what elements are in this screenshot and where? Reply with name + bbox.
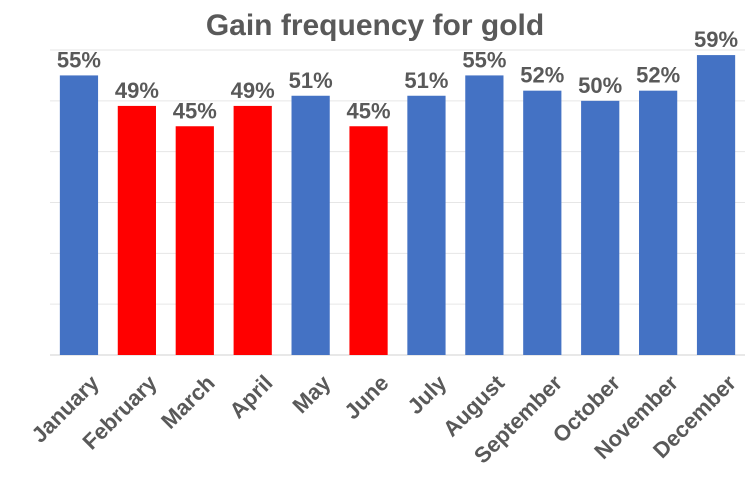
data-label-october: 50% (578, 73, 622, 98)
bar-december (696, 55, 736, 355)
bar-january (59, 75, 99, 356)
bar-october (581, 100, 620, 355)
chart-title: Gain frequency for gold (206, 9, 544, 42)
bar-june (349, 126, 388, 355)
x-tick-label-july: July (402, 370, 451, 419)
data-label-june: 45% (347, 98, 391, 123)
bar-february (117, 105, 156, 356)
data-label-may: 51% (289, 68, 333, 93)
data-label-march: 45% (173, 98, 217, 123)
grid-lines (50, 49, 745, 356)
data-label-december: 59% (694, 27, 738, 52)
bar-july (407, 95, 446, 355)
data-label-september: 52% (520, 63, 564, 88)
data-label-february: 49% (115, 78, 159, 103)
bar-march (175, 126, 214, 355)
x-tick-label-march: March (156, 370, 219, 433)
bar-april (233, 105, 272, 356)
bar-august (465, 75, 504, 356)
bar-november (639, 90, 678, 356)
data-labels: 55% 49% 45% 49% 51% 45% 51% 55% 52% 50% 52% 59% (57, 27, 738, 123)
data-label-august: 55% (462, 47, 506, 72)
data-label-july: 51% (404, 68, 448, 93)
bar-september (523, 90, 562, 356)
bar-may (291, 95, 330, 355)
data-label-january: 55% (57, 47, 101, 72)
data-label-november: 52% (636, 63, 680, 88)
data-label-april: 49% (231, 78, 275, 103)
bars (59, 55, 736, 356)
x-tick-label-june: June (339, 370, 393, 424)
x-tick-label-may: May (288, 370, 336, 418)
x-tick-label-april: April (224, 370, 277, 423)
